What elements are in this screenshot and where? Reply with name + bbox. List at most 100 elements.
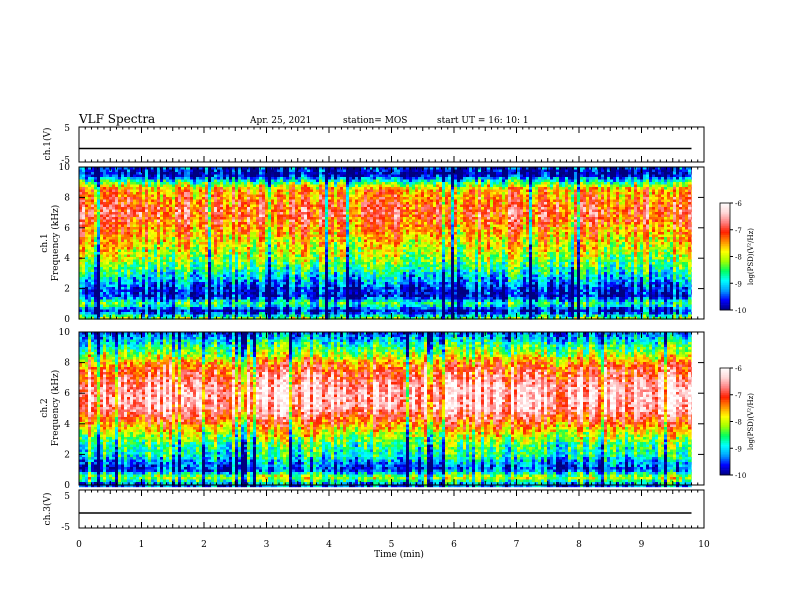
spectrogram-cell	[79, 282, 83, 285]
spectrogram-cell	[181, 279, 185, 283]
spectrogram-cell	[157, 237, 161, 240]
spectrogram-cell	[103, 237, 107, 240]
spectrogram-cell	[169, 207, 173, 210]
spectrogram-cell	[211, 309, 215, 313]
spectrogram-cell	[112, 252, 116, 255]
spectrogram-cell	[112, 302, 116, 305]
spectrogram-cell	[298, 209, 302, 213]
spectrogram-cell	[205, 207, 209, 210]
spectrogram-cell	[244, 302, 248, 305]
spectrogram-cell	[145, 244, 149, 248]
spectrogram-cell	[289, 207, 293, 210]
spectrogram-cell	[280, 194, 284, 198]
spectrogram-cell	[79, 247, 83, 250]
spectrogram-cell	[199, 269, 203, 273]
spectrogram-cell	[307, 229, 311, 233]
spectrogram-cell	[88, 184, 92, 188]
spectrogram-cell	[175, 254, 179, 258]
spectrogram-cell	[103, 312, 107, 315]
spectrogram-cell	[154, 317, 158, 320]
spectrogram-cell	[307, 217, 311, 220]
spectrogram-cell	[100, 304, 104, 308]
spectrogram-cell	[109, 254, 113, 258]
spectrogram-cell	[160, 307, 164, 310]
spectrogram-cell	[187, 189, 191, 193]
spectrogram-cell	[97, 267, 101, 270]
spectrogram-cell	[97, 317, 101, 320]
spectrogram-cell	[238, 264, 242, 268]
spectrogram-cell	[145, 294, 149, 298]
spectrogram-cell	[172, 284, 176, 288]
spectrogram-cell	[283, 279, 287, 283]
spectrogram-cell	[130, 177, 134, 180]
spectrogram-cell	[133, 249, 137, 253]
spectrogram-cell	[247, 217, 251, 220]
spectrogram-cell	[148, 289, 152, 293]
spectrogram-cell	[196, 227, 200, 230]
spectrogram-cell	[235, 219, 239, 223]
spectrogram-cell	[220, 292, 224, 295]
spectrogram-cell	[280, 174, 284, 178]
spectrogram-cell	[184, 209, 188, 213]
spectrogram-cell	[241, 297, 245, 300]
spectrogram-cell	[220, 242, 224, 245]
spectrogram-cell	[151, 229, 155, 233]
spectrogram-cell	[241, 172, 245, 175]
spectrogram-cell	[82, 272, 86, 275]
spectrogram-cell	[271, 242, 275, 245]
spectrogram-cell	[169, 194, 173, 198]
spectrogram-cell	[166, 259, 170, 263]
spectrogram-cell	[109, 194, 113, 198]
spectrogram-cell	[223, 294, 227, 298]
spectrogram-cell	[301, 307, 305, 310]
spectrogram-cell	[172, 224, 176, 228]
spectrogram-cell	[91, 182, 95, 185]
spectrogram-cell	[256, 254, 260, 258]
spectrogram-cell	[157, 304, 161, 308]
spectrogram-cell	[262, 247, 266, 250]
spectrogram-cell	[262, 259, 266, 263]
spectrogram-cell	[298, 189, 302, 193]
spectrogram-cell	[247, 194, 251, 198]
spectrogram-cell	[310, 274, 314, 278]
spectrogram-cell	[103, 207, 107, 210]
spectrogram-cell	[109, 279, 113, 283]
spectrogram-cell	[295, 262, 299, 265]
spectrogram-cell	[307, 239, 311, 243]
spectrogram-cell	[220, 282, 224, 285]
spectrogram-cell	[106, 272, 110, 275]
spectrogram-cell	[265, 284, 269, 288]
spectrogram-cell	[241, 177, 245, 180]
spectrogram-cell	[166, 242, 170, 245]
spectrogram-cell	[160, 314, 164, 318]
spectrogram-cell	[118, 202, 122, 205]
spectrogram-cell	[253, 254, 257, 258]
spectrogram-cell	[112, 292, 116, 295]
spectrogram-cell	[139, 227, 143, 230]
spectrogram-cell	[181, 199, 185, 203]
spectrogram-cell	[208, 252, 212, 255]
spectrogram-cell	[106, 232, 110, 235]
spectrogram-cell	[160, 167, 164, 170]
spectrogram-cell	[133, 224, 137, 228]
spectrogram-cell	[97, 224, 101, 228]
spectrogram-cell	[124, 217, 128, 220]
spectrogram-cell	[109, 174, 113, 178]
spectrogram-cell	[229, 279, 233, 283]
spectrogram-cell	[106, 254, 110, 258]
spectrogram-cell	[106, 242, 110, 245]
spectrogram-cell	[220, 289, 224, 293]
spectrogram-cell	[262, 239, 266, 243]
spectrogram-cell	[118, 257, 122, 260]
spectrogram-cell	[106, 302, 110, 305]
spectrogram-cell	[226, 317, 230, 320]
spectrogram-cell	[280, 217, 284, 220]
spectrogram-cell	[124, 212, 128, 215]
spectrogram-cell	[166, 274, 170, 278]
spectrogram-cell	[127, 174, 131, 178]
spectrogram-cell	[112, 212, 116, 215]
spectrogram-cell	[235, 307, 239, 310]
spectrogram-cell	[121, 294, 125, 298]
spectrogram-cell	[133, 172, 137, 175]
spectrogram-cell	[211, 169, 215, 173]
